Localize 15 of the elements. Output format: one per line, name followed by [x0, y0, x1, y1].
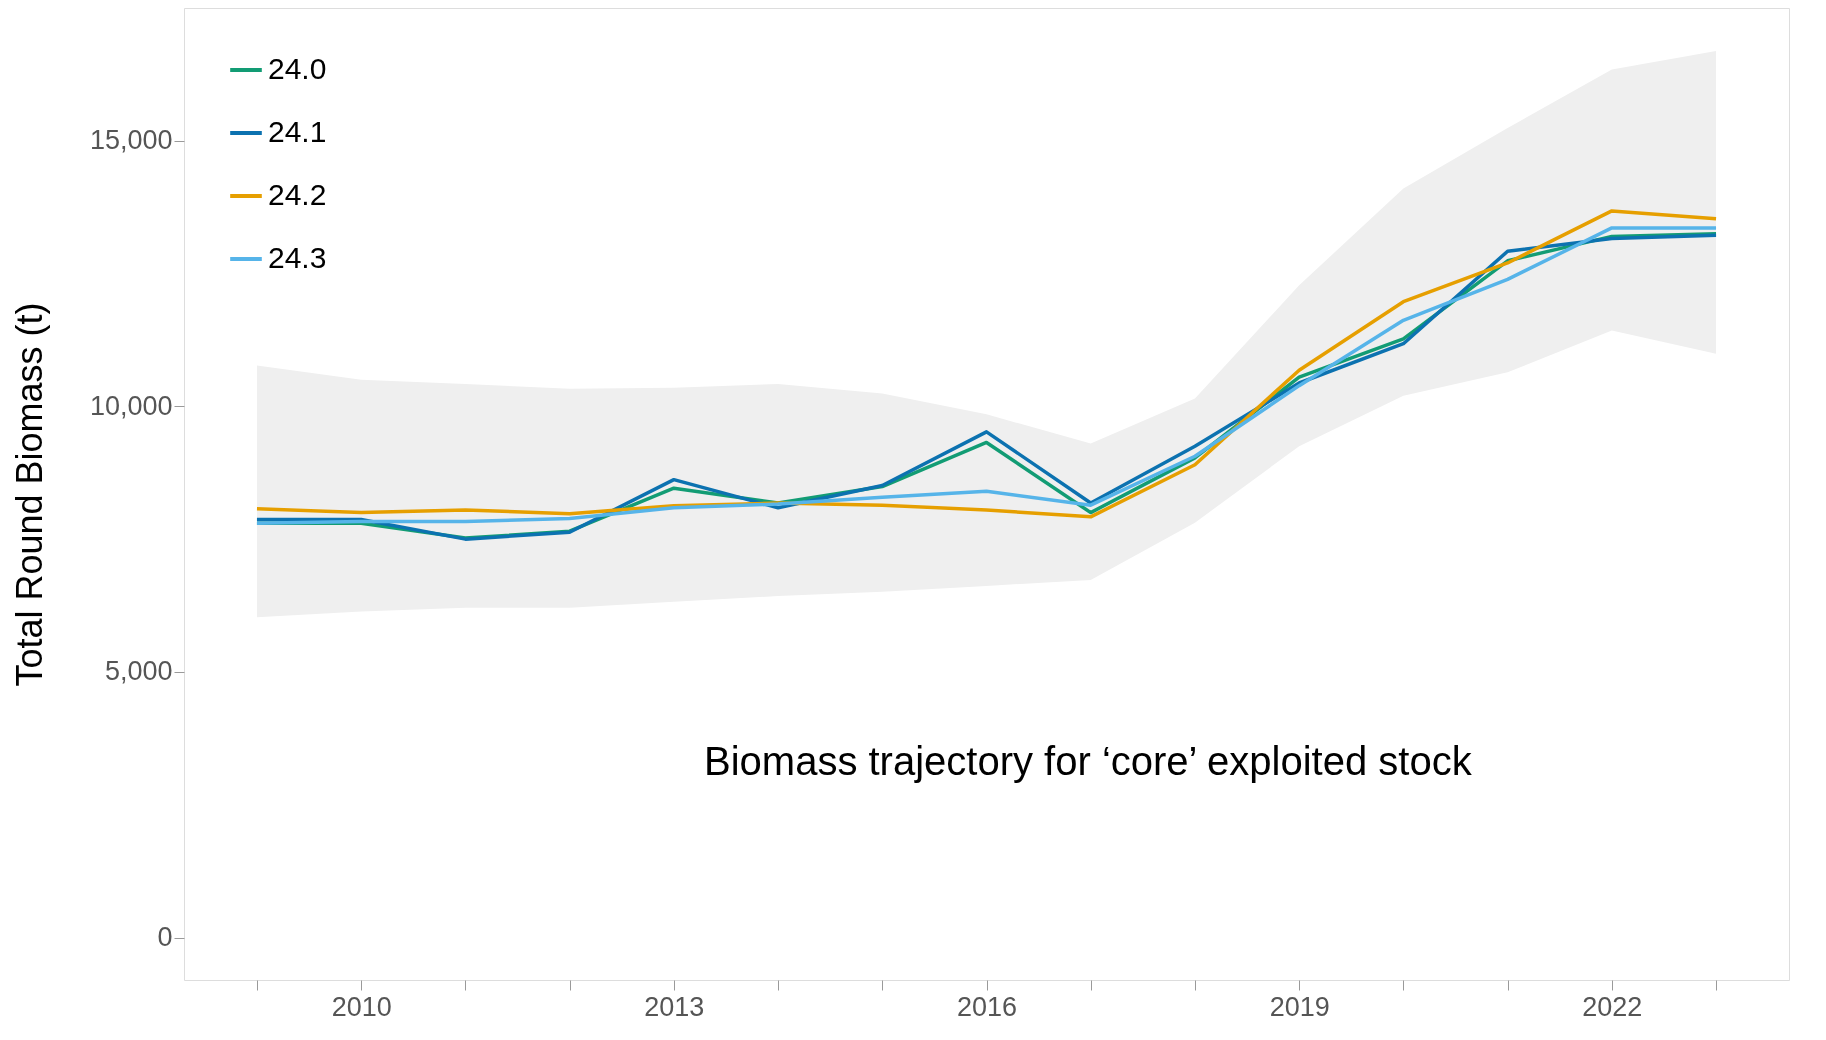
legend-label: 24.3	[268, 241, 327, 274]
legend-label: 24.0	[268, 52, 327, 85]
annotation: Biomass trajectory for ‘core’ exploited stock	[704, 739, 1473, 783]
y-tick-label: 5,000	[104, 656, 173, 687]
legend-label: 24.2	[268, 178, 327, 211]
x-tick-label: 2019	[1269, 991, 1330, 1022]
x-tick-label: 2016	[956, 991, 1018, 1022]
x-tick-label: 2013	[644, 991, 705, 1022]
x-tick-label: 2010	[331, 991, 392, 1022]
legend-label: 24.1	[268, 115, 327, 148]
y-tick-label: 10,000	[89, 390, 173, 421]
x-tick-label: 2022	[1582, 991, 1643, 1022]
y-tick-label: 0	[157, 922, 173, 953]
y-tick-label: 15,000	[89, 125, 173, 156]
y-axis-title: Total Round Biomass (t)	[8, 302, 50, 687]
